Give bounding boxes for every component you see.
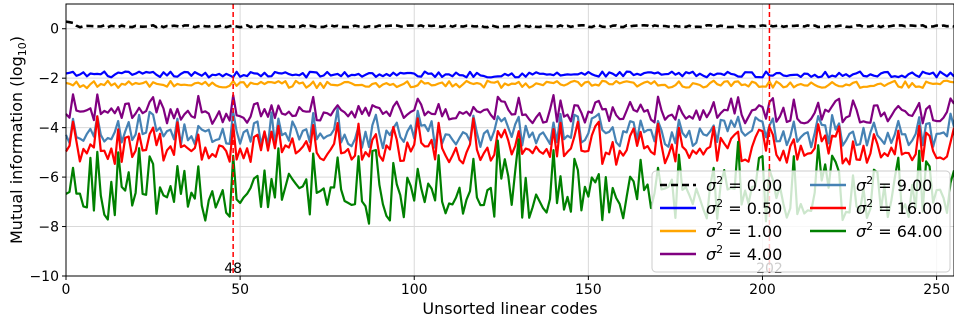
series-line	[64, 107, 954, 150]
legend-label: σ2 = 0.50	[706, 197, 782, 218]
axis-ticks: 0 50 100 150 200 250 0 −2 −4 −6 −8 −10	[29, 22, 950, 298]
x-axis-label: Unsorted linear codes	[422, 299, 597, 318]
y-tick-label: −2	[38, 71, 59, 87]
x-tick-label: 200	[749, 282, 776, 298]
x-tick-label: 50	[231, 282, 249, 298]
series-line	[65, 20, 954, 29]
series-line	[65, 115, 954, 166]
y-tick-label: −4	[38, 121, 59, 137]
x-tick-label: 150	[575, 282, 602, 298]
series-line	[65, 79, 954, 90]
y-axis-label: Mutual information (log10)	[7, 36, 29, 244]
legend-label: σ2 = 0.00	[706, 174, 782, 195]
y-axis-label-main: Mutual information (log	[7, 56, 26, 244]
y-axis-label-close: )	[7, 36, 26, 42]
y-axis-label-subscript: 10	[16, 42, 29, 56]
legend-box	[651, 170, 951, 273]
x-tick-label: 250	[923, 282, 950, 298]
y-tick-label: −10	[29, 269, 59, 285]
legend-label: σ2 = 16.00	[856, 197, 943, 218]
y-tick-label: −8	[38, 220, 59, 236]
y-tick-label: −6	[38, 170, 59, 186]
legend-label: σ2 = 4.00	[706, 243, 782, 264]
series-line	[65, 93, 954, 125]
series-line	[65, 70, 954, 79]
legend-label: σ2 = 1.00	[706, 220, 782, 241]
y-tick-label: 0	[50, 22, 59, 38]
x-tick-label: 0	[62, 282, 71, 298]
marker-label: 48	[224, 261, 242, 277]
legend-label: σ2 = 9.00	[856, 174, 932, 195]
plot-frame	[65, 3, 954, 277]
x-tick-label: 100	[401, 282, 428, 298]
legend-label: σ2 = 64.00	[856, 220, 943, 241]
